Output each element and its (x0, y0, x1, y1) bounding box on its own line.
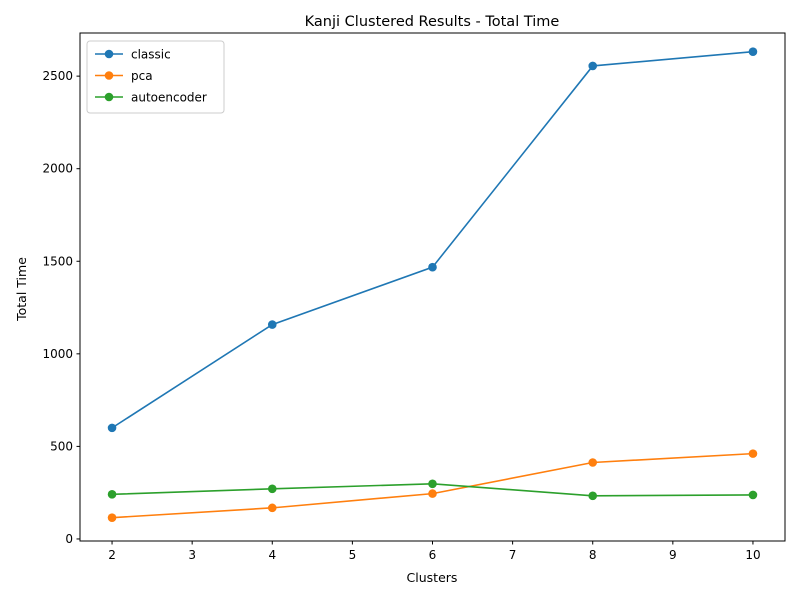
data-point-autoencoder (588, 491, 598, 501)
legend-label-autoencoder: autoencoder (131, 91, 207, 105)
axis-ticks: 2 3 4 5 6 7 8 9 10 0 500 1000 1500 2000 2500 (42, 69, 760, 562)
data-point-classic (748, 47, 758, 56)
legend-box (86, 40, 225, 114)
x-tick-label: 3 (188, 548, 196, 562)
legend-label-pca: pca (131, 69, 153, 83)
data-point-pca (267, 503, 277, 513)
data-point-pca (428, 489, 437, 498)
plot-area-frame (79, 32, 786, 542)
data-point-classic (107, 423, 117, 433)
x-tick-label: 6 (429, 548, 437, 562)
legend-marker-autoencoder (104, 92, 114, 102)
plot-series (107, 47, 758, 522)
data-point-classic (588, 61, 598, 71)
y-tick-label: 2000 (42, 162, 73, 176)
data-point-autoencoder (748, 490, 758, 500)
data-point-pca (748, 449, 758, 458)
y-tick-label: 2500 (42, 69, 73, 83)
y-tick-label: 1000 (42, 347, 73, 361)
series-pca (107, 449, 758, 522)
y-tick-label: 500 (50, 439, 73, 453)
legend-label-classic: classic (131, 48, 171, 62)
x-tick-label: 5 (349, 548, 357, 562)
data-point-autoencoder (107, 490, 117, 499)
legend-marker-classic (104, 49, 114, 59)
chart-title: Kanji Clustered Results - Total Time (305, 14, 560, 30)
legend-marker-pca (104, 71, 114, 80)
x-tick-label: 8 (589, 548, 597, 562)
data-point-classic (267, 320, 277, 329)
series-classic (107, 47, 758, 433)
x-tick-label: 10 (745, 548, 760, 562)
x-tick-label: 9 (669, 548, 677, 562)
data-point-autoencoder (267, 484, 277, 494)
x-tick-label: 7 (509, 548, 517, 562)
y-tick-label: 1500 (42, 254, 73, 268)
data-point-pca (107, 513, 117, 522)
data-point-pca (588, 458, 598, 467)
x-axis-label: Clusters (407, 570, 458, 585)
data-point-autoencoder (428, 479, 437, 489)
x-tick-label: 4 (268, 548, 276, 562)
x-tick-label: 2 (108, 548, 116, 562)
data-point-classic (428, 262, 437, 272)
y-tick-label: 0 (65, 532, 73, 546)
legend: classic pca autoencoder (86, 40, 225, 114)
y-axis-label: Total Time (14, 257, 29, 322)
series-autoencoder (107, 479, 758, 501)
